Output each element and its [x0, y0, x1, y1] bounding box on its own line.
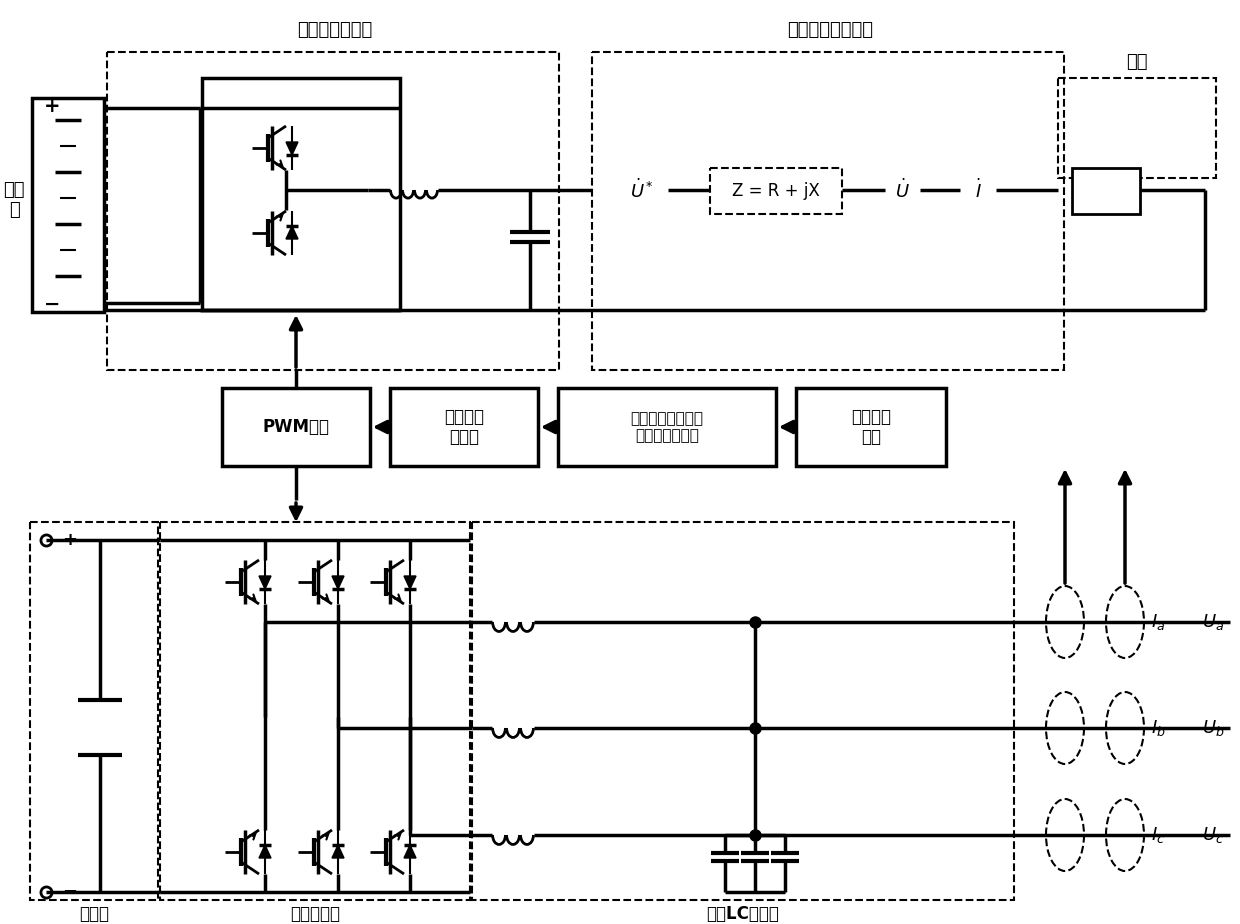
Bar — [160, 522, 470, 900]
Polygon shape — [286, 142, 298, 155]
Text: +: + — [62, 531, 77, 549]
Text: +: + — [43, 96, 61, 116]
Bar — [30, 522, 157, 900]
Text: 直流侧: 直流侧 — [79, 905, 109, 923]
Text: 基于起始阻抗角线
路阻抗模拟方程: 基于起始阻抗角线 路阻抗模拟方程 — [630, 411, 703, 444]
Bar — [1058, 78, 1216, 178]
Bar — [391, 388, 538, 466]
Bar — [558, 388, 776, 466]
Polygon shape — [404, 576, 415, 589]
Text: PWM调制: PWM调制 — [263, 418, 330, 436]
Text: $I_a$: $I_a$ — [1151, 612, 1166, 632]
Text: 功率开关管: 功率开关管 — [290, 905, 340, 923]
Bar — [711, 168, 842, 214]
Text: Z = R + jX: Z = R + jX — [732, 182, 820, 200]
Bar — [591, 52, 1064, 370]
Text: $\dot{U}^*$: $\dot{U}^*$ — [630, 178, 653, 201]
Bar — [472, 522, 1014, 900]
Bar — [107, 52, 559, 370]
Text: 电压电流
双闭环: 电压电流 双闭环 — [444, 407, 484, 446]
Bar — [202, 78, 401, 310]
Text: $U_a$: $U_a$ — [1202, 612, 1224, 632]
Bar — [222, 388, 370, 466]
Text: −: − — [62, 883, 77, 901]
Text: $U_b$: $U_b$ — [1202, 718, 1224, 738]
Text: 三相LC滤波器: 三相LC滤波器 — [707, 905, 780, 923]
Bar — [796, 388, 946, 466]
Text: 坐标变换
方程: 坐标变换 方程 — [851, 407, 892, 446]
Polygon shape — [286, 226, 298, 239]
Polygon shape — [404, 845, 415, 858]
Text: $I_c$: $I_c$ — [1151, 825, 1166, 845]
Polygon shape — [332, 576, 343, 589]
Bar — [32, 98, 104, 312]
Bar — [1073, 168, 1140, 214]
Text: $\dot{U}$: $\dot{U}$ — [894, 178, 909, 201]
Text: 直流
源: 直流 源 — [4, 180, 25, 219]
Text: 电压源型逆变器: 电压源型逆变器 — [298, 21, 373, 39]
Polygon shape — [259, 576, 272, 589]
Polygon shape — [332, 845, 343, 858]
Text: $\dot{I}$: $\dot{I}$ — [975, 178, 981, 201]
Text: $I_b$: $I_b$ — [1151, 718, 1166, 738]
Text: 线路阻抗模拟单元: 线路阻抗模拟单元 — [787, 21, 873, 39]
Text: −: − — [43, 295, 61, 313]
Polygon shape — [259, 845, 272, 858]
Text: $U_c$: $U_c$ — [1202, 825, 1224, 845]
Text: 负载: 负载 — [1126, 53, 1148, 71]
